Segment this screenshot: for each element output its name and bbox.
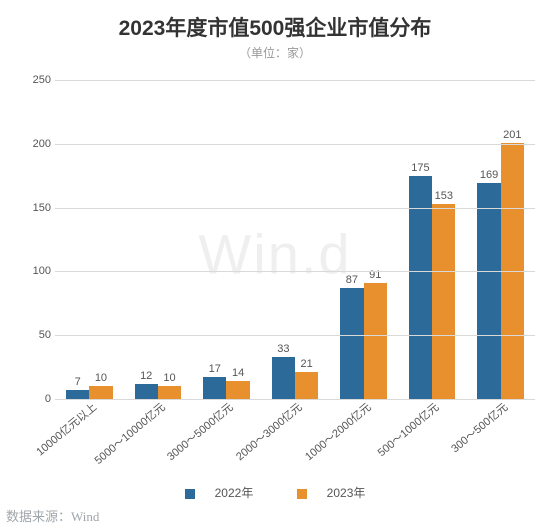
data-source: 数据来源：Wind (6, 506, 99, 525)
bar-value-label: 14 (232, 367, 244, 381)
grid-line (55, 271, 535, 272)
x-tick-label: 5000～10000亿元 (90, 399, 168, 468)
bar-value-label: 201 (503, 129, 521, 143)
chart-container: 2023年度市值500强企业市值分布 （单位：家） Win.d 71012101… (0, 0, 550, 529)
bar-value-label: 169 (480, 169, 498, 183)
bar-value-label: 10 (95, 372, 107, 386)
bar: 14 (226, 381, 249, 399)
y-tick-label: 50 (23, 329, 51, 341)
bar: 91 (364, 283, 387, 399)
x-tick-label: 300～500亿元 (447, 399, 511, 456)
chart-subtitle: （单位：家） (0, 42, 550, 61)
bars-layer: 7101210171433218791175153169201 (55, 80, 535, 399)
bar-value-label: 153 (435, 190, 453, 204)
x-tick-label: 3000～5000亿元 (164, 399, 237, 464)
bar: 175 (409, 176, 432, 399)
grid-line (55, 80, 535, 81)
bar: 10 (158, 386, 181, 399)
x-tick-label: 2000～3000亿元 (232, 399, 305, 464)
plot-area: 7101210171433218791175153169201 05010015… (55, 80, 535, 399)
bar: 33 (272, 357, 295, 399)
bar: 169 (477, 183, 500, 399)
x-tick-label: 10000亿元以上 (32, 399, 99, 459)
legend-label-2023: 2023年 (327, 486, 366, 500)
x-tick-label: 500～1000亿元 (374, 399, 442, 460)
grid-line (55, 335, 535, 336)
grid-line (55, 208, 535, 209)
bar-value-label: 17 (209, 363, 221, 377)
bar-value-label: 175 (411, 162, 429, 176)
bar-value-label: 21 (301, 358, 313, 372)
bar: 87 (340, 288, 363, 399)
y-tick-label: 100 (23, 265, 51, 277)
bar-value-label: 12 (140, 370, 152, 384)
chart-title: 2023年度市值500强企业市值分布 (0, 0, 550, 42)
y-tick-label: 0 (23, 393, 51, 405)
bar: 12 (135, 384, 158, 399)
bar: 10 (89, 386, 112, 399)
bar-value-label: 87 (346, 274, 358, 288)
bar: 153 (432, 204, 455, 399)
legend-swatch-2023 (297, 489, 307, 499)
bar: 17 (203, 377, 226, 399)
legend: 2022年 2023年 (0, 484, 550, 501)
bar-value-label: 10 (163, 372, 175, 386)
legend-item-2022: 2022年 (175, 486, 267, 500)
bar-value-label: 7 (75, 376, 81, 390)
y-tick-label: 200 (23, 138, 51, 150)
legend-label-2022: 2022年 (215, 486, 254, 500)
y-tick-label: 150 (23, 202, 51, 214)
bar-value-label: 33 (277, 343, 289, 357)
legend-swatch-2022 (185, 489, 195, 499)
bar: 7 (66, 390, 89, 399)
grid-line (55, 144, 535, 145)
y-tick-label: 250 (23, 74, 51, 86)
legend-item-2023: 2023年 (287, 486, 376, 500)
bar: 21 (295, 372, 318, 399)
x-tick-label: 1000～2000亿元 (301, 399, 374, 464)
x-axis-labels: 10000亿元以上5000～10000亿元3000～5000亿元2000～300… (55, 399, 535, 469)
